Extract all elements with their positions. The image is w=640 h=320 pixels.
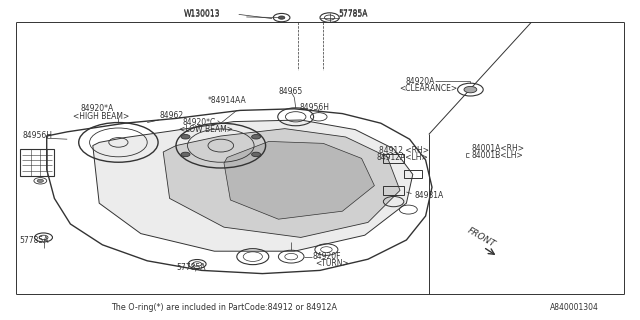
Text: 84981A: 84981A: [415, 191, 444, 200]
Circle shape: [181, 134, 190, 139]
Text: <CLEARANCE>: <CLEARANCE>: [399, 84, 458, 93]
Text: A840001304: A840001304: [550, 303, 598, 312]
Circle shape: [252, 152, 260, 157]
Circle shape: [181, 152, 190, 157]
Text: 84956H: 84956H: [22, 132, 52, 140]
Text: W130013: W130013: [184, 10, 220, 19]
Circle shape: [464, 86, 477, 93]
Text: FRONT: FRONT: [465, 226, 497, 249]
Text: 84920A: 84920A: [405, 77, 435, 86]
Text: 84912 <RH>: 84912 <RH>: [379, 146, 429, 155]
Text: <LOW BEAM>: <LOW BEAM>: [179, 125, 233, 134]
Polygon shape: [93, 120, 413, 251]
Text: 84920*C: 84920*C: [182, 118, 216, 127]
Polygon shape: [163, 129, 400, 237]
Text: 84912A<LH>: 84912A<LH>: [376, 153, 428, 162]
Circle shape: [252, 134, 260, 139]
Text: *84914AA: *84914AA: [208, 96, 247, 105]
Text: 84001B<LH>: 84001B<LH>: [471, 151, 523, 160]
Circle shape: [37, 179, 44, 182]
Text: 84965: 84965: [278, 87, 303, 96]
Text: 57785A: 57785A: [19, 236, 49, 245]
Text: 57785A: 57785A: [338, 9, 367, 18]
Text: 57785A: 57785A: [176, 263, 205, 272]
Text: <HIGH BEAM>: <HIGH BEAM>: [73, 112, 129, 121]
Text: 84956H: 84956H: [300, 103, 330, 112]
Circle shape: [278, 16, 285, 19]
Text: W130013: W130013: [184, 9, 220, 18]
Text: 84962: 84962: [160, 111, 184, 120]
Text: 84001A<RH>: 84001A<RH>: [471, 144, 524, 153]
Polygon shape: [224, 141, 374, 219]
Text: 57785A: 57785A: [338, 10, 367, 19]
Text: 84920F: 84920F: [312, 252, 341, 261]
Text: The O-ring(*) are included in PartCode:84912 or 84912A: The O-ring(*) are included in PartCode:8…: [111, 303, 337, 312]
Text: 84920*A: 84920*A: [81, 104, 114, 113]
Text: <TURN>: <TURN>: [316, 260, 349, 268]
